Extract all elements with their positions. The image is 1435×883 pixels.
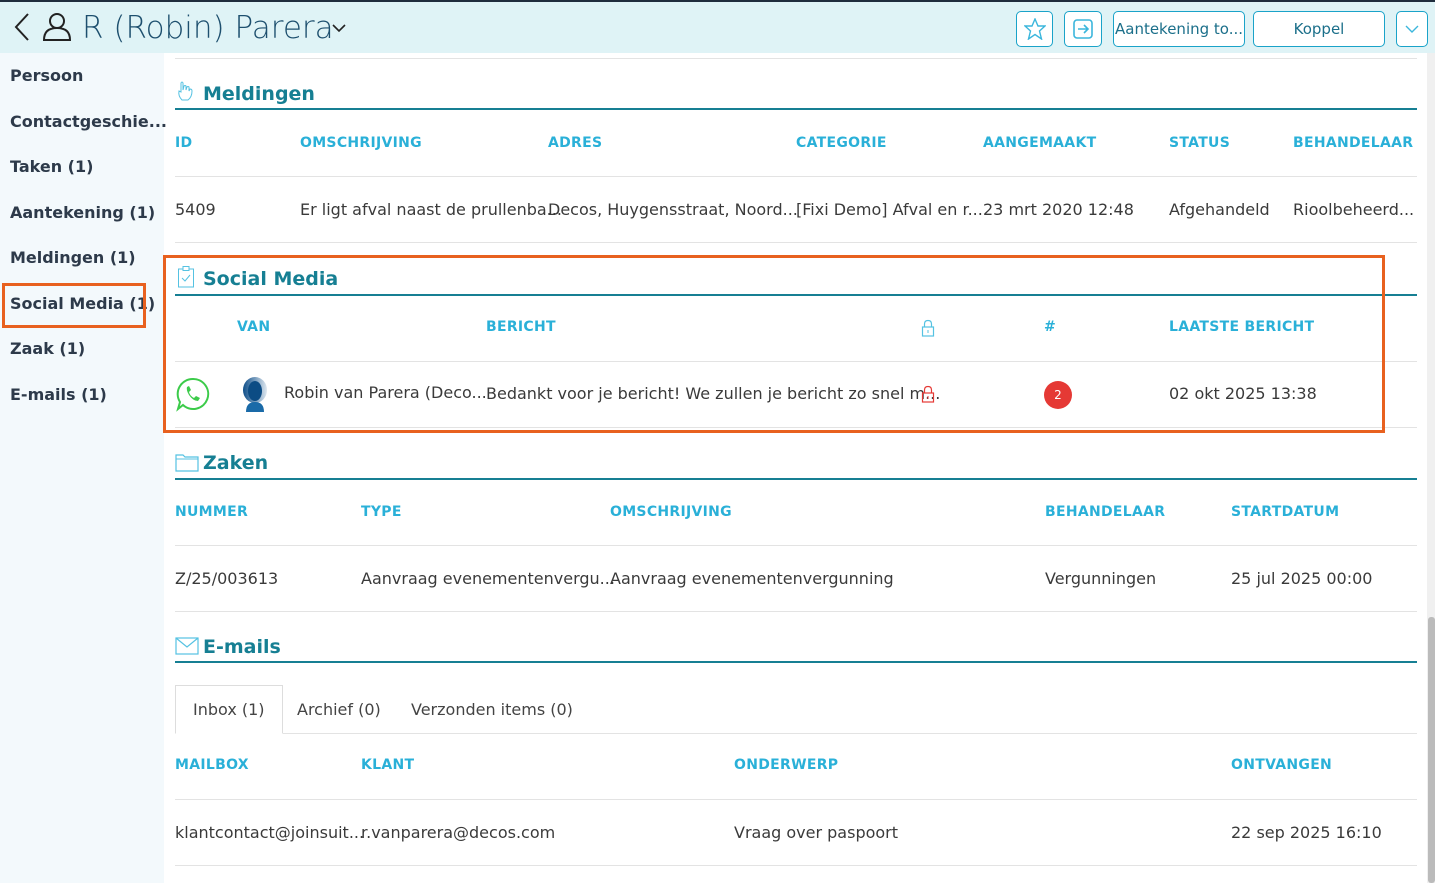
col-count[interactable]: # — [1044, 319, 1057, 335]
tab-inbox[interactable]: Inbox (1) — [175, 685, 283, 734]
tab-archief[interactable]: Archief (0) — [297, 700, 381, 719]
avatar — [243, 377, 267, 412]
sidebar-item-aantekening[interactable]: Aantekening (1) — [10, 203, 156, 222]
col-klant[interactable]: KLANT — [361, 757, 415, 773]
cell-van: Robin van Parera (Deco... — [284, 383, 487, 402]
sidebar-item-persoon[interactable]: Persoon — [10, 66, 84, 85]
divider — [175, 545, 1417, 546]
unread-count-badge: 2 — [1044, 381, 1072, 409]
chevron-down-icon — [1405, 25, 1419, 33]
more-button[interactable] — [1396, 11, 1428, 47]
col-ontvangen[interactable]: ONTVANGEN — [1231, 757, 1333, 773]
divider — [175, 242, 1417, 243]
cell-omschrijving: Aanvraag evenementenvergunning — [610, 569, 894, 588]
favorite-button[interactable] — [1016, 11, 1053, 47]
sidebar-item-meldingen[interactable]: Meldingen (1) — [10, 248, 136, 267]
col-bericht[interactable]: BERICHT — [486, 319, 556, 335]
col-startdatum[interactable]: STARTDATUM — [1231, 504, 1340, 520]
whatsapp-icon — [176, 377, 210, 412]
cell-laatste-bericht: 02 okt 2025 13:38 — [1169, 384, 1317, 403]
col-aangemaakt[interactable]: AANGEMAAKT — [983, 135, 1097, 151]
chevron-down-icon[interactable] — [331, 22, 347, 34]
col-behandelaar[interactable]: BEHANDELAAR — [1293, 135, 1414, 151]
divider — [175, 58, 1417, 59]
col-status[interactable]: STATUS — [1169, 135, 1231, 151]
sidebar-item-emails[interactable]: E-mails (1) — [10, 385, 107, 404]
cell-adres: Decos, Huygensstraat, Noord... — [548, 200, 798, 219]
highlight-social-media — [163, 255, 1385, 433]
sidebar — [0, 53, 164, 883]
divider — [175, 176, 1417, 177]
cell-status: Afgehandeld — [1169, 200, 1270, 219]
cell-categorie: [Fixi Demo] Afval en r... — [796, 200, 983, 219]
cell-aangemaakt: 23 mrt 2020 12:48 — [983, 200, 1134, 219]
col-omschrijving[interactable]: OMSCHRIJVING — [300, 135, 422, 151]
page-title: R (Robin) Parera — [82, 10, 334, 46]
tabs-baseline — [175, 733, 1417, 734]
sidebar-item-zaak[interactable]: Zaak (1) — [10, 339, 86, 358]
cell-onderwerp: Vraag over paspoort — [734, 823, 899, 842]
divider — [175, 799, 1417, 800]
cell-behandelaar: Rioolbeheerd... — [1293, 200, 1415, 219]
scrollbar[interactable] — [1427, 53, 1435, 883]
cell-type: Aanvraag evenementenvergu... — [361, 569, 615, 588]
note-button[interactable]: Aantekening to... — [1113, 11, 1245, 47]
sign-in-button[interactable] — [1064, 11, 1102, 47]
divider — [175, 361, 1417, 362]
col-laatste-bericht[interactable]: LAATSTE BERICHT — [1169, 319, 1315, 335]
section-line — [175, 661, 1417, 663]
col-id[interactable]: ID — [175, 135, 193, 151]
col-type[interactable]: TYPE — [361, 504, 402, 520]
cell-id: 5409 — [175, 200, 216, 219]
section-line — [175, 108, 1417, 110]
cell-startdatum: 25 jul 2025 00:00 — [1231, 569, 1373, 588]
cell-ontvangen: 22 sep 2025 16:10 — [1231, 823, 1382, 842]
col-nummer[interactable]: NUMMER — [175, 504, 249, 520]
sidebar-item-contactgeschiedenis[interactable]: Contactgeschie... — [10, 112, 167, 131]
section-title-social-media: Social Media — [203, 268, 339, 290]
cell-omschrijving: Er ligt afval naast de prullenba... — [300, 200, 562, 219]
divider — [175, 427, 1417, 428]
cell-klant: r.vanparera@decos.com — [361, 823, 556, 842]
top-bar: R (Robin) Parera Aantekening to... Koppe… — [0, 0, 1435, 53]
section-line — [175, 478, 1417, 480]
back-icon[interactable] — [12, 12, 32, 42]
section-title-emails: E-mails — [203, 636, 281, 658]
divider — [175, 611, 1417, 612]
divider — [175, 865, 1417, 866]
cell-behandelaar: Vergunningen — [1045, 569, 1157, 588]
col-behandelaar[interactable]: BEHANDELAAR — [1045, 504, 1166, 520]
person-icon — [42, 13, 72, 41]
cell-mailbox: klantcontact@joinsuit... — [175, 823, 365, 842]
clipboard-check-icon — [178, 266, 194, 288]
sidebar-item-taken[interactable]: Taken (1) — [10, 157, 94, 176]
col-categorie[interactable]: CATEGORIE — [796, 135, 887, 151]
cell-nummer: Z/25/003613 — [175, 569, 279, 588]
col-onderwerp[interactable]: ONDERWERP — [734, 757, 839, 773]
col-adres[interactable]: ADRES — [548, 135, 603, 151]
scrollbar-thumb[interactable] — [1428, 617, 1435, 883]
col-omschrijving[interactable]: OMSCHRIJVING — [610, 504, 732, 520]
sidebar-item-social-media[interactable]: Social Media (1) — [10, 294, 156, 313]
section-title-meldingen: Meldingen — [203, 83, 315, 105]
hand-pointer-icon — [178, 81, 193, 101]
tab-verzonden[interactable]: Verzonden items (0) — [411, 700, 573, 719]
folder-icon — [175, 454, 199, 472]
section-title-zaken: Zaken — [203, 452, 269, 474]
lock-icon — [921, 385, 935, 403]
enter-icon — [1073, 19, 1093, 39]
col-mailbox[interactable]: MAILBOX — [175, 757, 249, 773]
link-button[interactable]: Koppel — [1253, 11, 1385, 47]
highlight-sidebar — [2, 283, 146, 328]
lock-icon[interactable] — [921, 319, 935, 337]
section-line — [175, 294, 1417, 296]
star-icon — [1023, 18, 1046, 40]
col-van[interactable]: VAN — [237, 319, 271, 335]
envelope-icon — [175, 637, 199, 655]
cell-bericht: Bedankt voor je bericht! We zullen je be… — [486, 384, 941, 403]
